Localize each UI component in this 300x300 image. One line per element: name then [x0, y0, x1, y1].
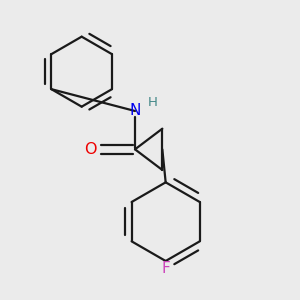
- Text: H: H: [147, 96, 157, 109]
- Text: O: O: [84, 142, 96, 157]
- Text: F: F: [161, 261, 170, 276]
- Text: N: N: [129, 103, 141, 118]
